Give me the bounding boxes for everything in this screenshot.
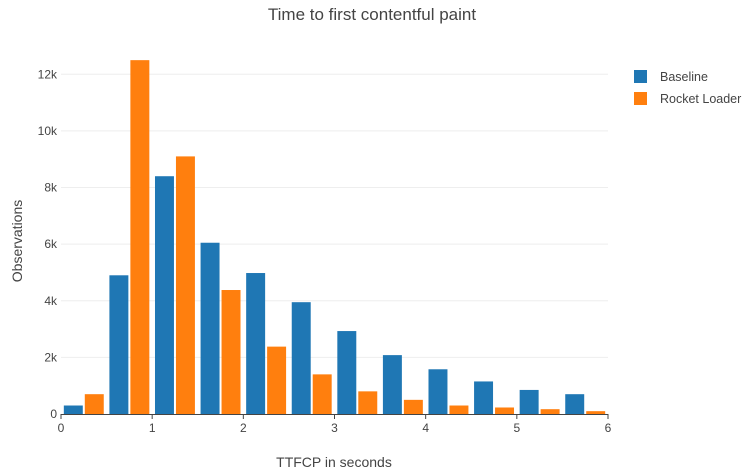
y-tick-label: 12k — [38, 67, 58, 81]
legend-label: Rocket Loader — [660, 92, 741, 106]
x-tick-label: 5 — [513, 421, 520, 435]
y-axis-title: Observations — [9, 200, 25, 282]
bar-baseline[interactable] — [337, 331, 357, 414]
bar-baseline[interactable] — [63, 405, 83, 414]
axes: 0 2k 4k 6k 8k 10k 12k 0 1 2 3 4 5 6 — [38, 67, 612, 435]
bar-baseline[interactable] — [154, 176, 174, 414]
bar-baseline[interactable] — [291, 302, 311, 414]
bar-rocket-loader[interactable] — [586, 411, 606, 414]
legend[interactable]: Baseline Rocket Loader — [634, 70, 741, 106]
bar-rocket-loader[interactable] — [540, 409, 560, 414]
y-tick-label: 0 — [50, 407, 57, 421]
gridlines — [61, 73, 608, 358]
legend-swatch — [634, 92, 647, 105]
y-tick-label: 10k — [38, 124, 58, 138]
bar-rocket-loader[interactable] — [130, 60, 150, 415]
bar-baseline[interactable] — [428, 369, 448, 414]
y-tick-label: 4k — [44, 294, 58, 308]
bar-rocket-loader[interactable] — [221, 290, 241, 414]
bar-baseline[interactable] — [474, 381, 494, 414]
y-tick-label: 6k — [44, 237, 58, 251]
bar-rocket-loader[interactable] — [449, 405, 469, 414]
bar-baseline[interactable] — [109, 275, 129, 414]
bars — [63, 60, 606, 415]
x-tick-label: 1 — [149, 421, 156, 435]
x-axis-title: TTFCP in seconds — [276, 454, 392, 470]
bar-rocket-loader[interactable] — [84, 394, 104, 414]
bar-rocket-loader[interactable] — [403, 399, 423, 414]
bar-rocket-loader[interactable] — [358, 391, 378, 414]
x-tick-label: 4 — [422, 421, 429, 435]
bar-rocket-loader[interactable] — [175, 156, 195, 414]
x-tick-label: 6 — [605, 421, 612, 435]
bar-rocket-loader[interactable] — [267, 346, 287, 414]
bar-baseline[interactable] — [382, 355, 402, 414]
bar-baseline[interactable] — [565, 394, 585, 414]
legend-label: Baseline — [660, 70, 708, 84]
legend-swatch — [634, 70, 647, 83]
x-tick-label: 3 — [331, 421, 338, 435]
bar-baseline[interactable] — [519, 389, 539, 414]
bar-rocket-loader[interactable] — [495, 407, 515, 414]
y-tick-label: 2k — [44, 350, 58, 364]
bar-baseline[interactable] — [246, 273, 266, 414]
x-tick-label: 2 — [240, 421, 247, 435]
bar-baseline[interactable] — [200, 242, 220, 414]
x-tick-label: 0 — [58, 421, 65, 435]
chart-title: Time to first contentful paint — [268, 5, 476, 24]
bar-rocket-loader[interactable] — [312, 374, 332, 414]
y-tick-label: 8k — [44, 181, 58, 195]
